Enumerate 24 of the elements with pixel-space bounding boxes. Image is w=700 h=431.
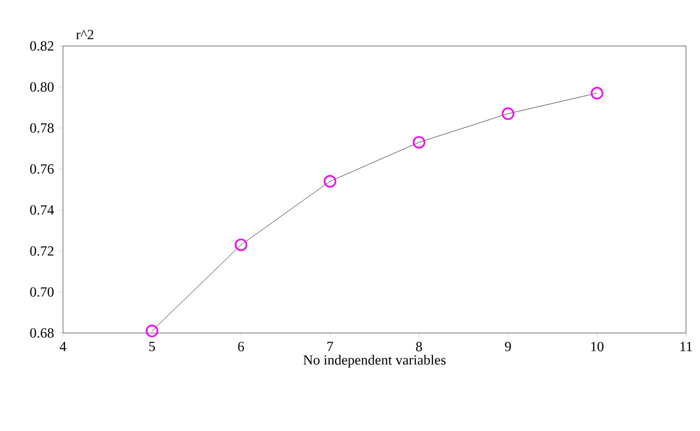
point xyxy=(324,175,336,188)
x-tick-label: 9 xyxy=(504,342,511,352)
x-tick-label: 7 xyxy=(327,342,334,352)
x-tick-label: 6 xyxy=(238,342,244,352)
x-tick-label: 11 xyxy=(680,342,692,352)
x-tick-label: 10 xyxy=(591,342,604,352)
y-tick-label: 0.70 xyxy=(30,287,54,297)
point xyxy=(590,86,604,100)
y-tick-label: 0.80 xyxy=(30,82,54,92)
y-tick-label: 0.74 xyxy=(30,205,54,215)
x-tick-label: 4 xyxy=(60,342,66,352)
y-axis-title: r^2 xyxy=(76,30,94,40)
point xyxy=(412,136,426,149)
x-tick-label: 5 xyxy=(149,342,155,352)
y-tick-label: 0.78 xyxy=(30,123,54,133)
y-tick-label: 0.76 xyxy=(30,164,54,174)
point xyxy=(146,324,158,338)
x-tick-label: 8 xyxy=(416,342,422,352)
x-axis-title: No independent variables xyxy=(303,354,446,368)
y-tick-label: 0.68 xyxy=(30,328,54,338)
y-tick-label: 0.72 xyxy=(30,246,54,256)
point xyxy=(234,238,248,252)
point xyxy=(502,107,514,120)
y-tick-label: 0.82 xyxy=(30,41,54,51)
